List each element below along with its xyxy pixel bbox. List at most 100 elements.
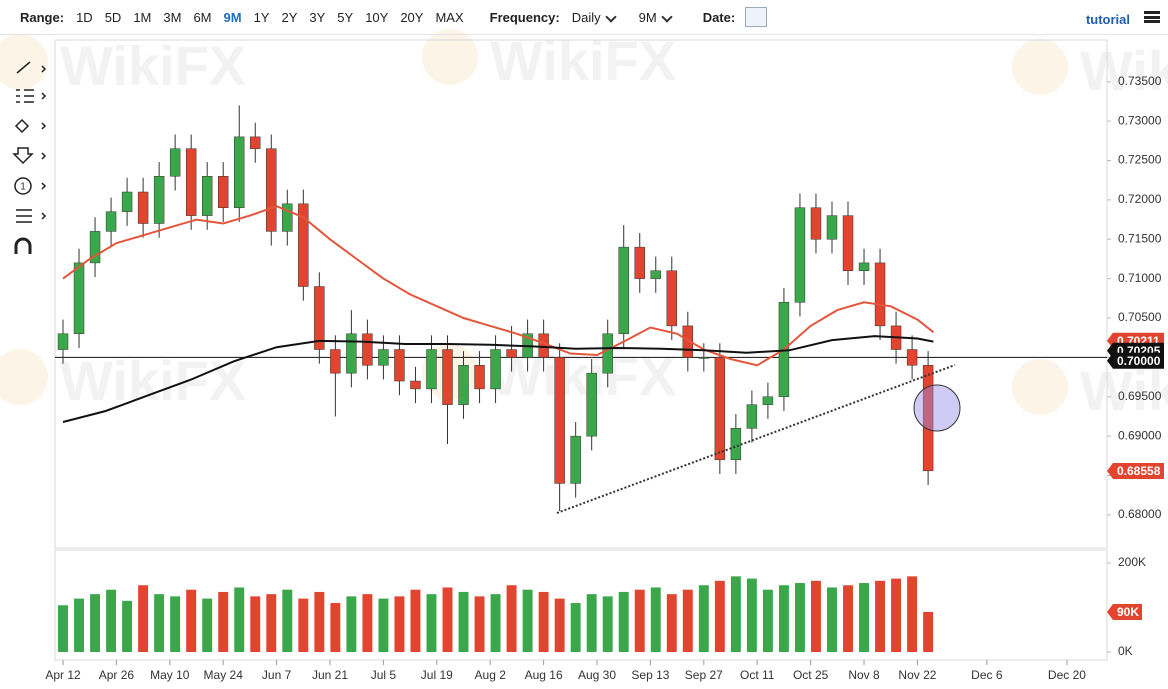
- candle-body: [89, 231, 101, 264]
- volume-tick-label: 200K: [1118, 555, 1146, 569]
- range-button[interactable]: 10Y: [365, 9, 389, 25]
- highlight-circle: [913, 384, 961, 432]
- tutorial-link[interactable]: tutorial: [1085, 12, 1130, 27]
- volume-bar: [266, 594, 277, 652]
- range-button[interactable]: 9M: [223, 9, 242, 25]
- candle-body: [794, 207, 806, 303]
- x-tick-label: Aug 16: [525, 668, 563, 682]
- volume-bar: [250, 596, 261, 652]
- candle-body: [922, 365, 934, 472]
- candle-body: [169, 148, 181, 177]
- candle-body: [746, 404, 758, 429]
- y-tick-label: 0.72500: [1118, 153, 1162, 167]
- price-tag: [1107, 462, 1164, 479]
- frequency-select[interactable]: Daily: [572, 10, 617, 25]
- watermark: WikiFX: [1080, 359, 1168, 422]
- y-tick-label: 0.69000: [1118, 428, 1162, 442]
- candle-body: [826, 215, 838, 240]
- volume-bar: [298, 598, 309, 652]
- tool-expanders[interactable]: [41, 65, 47, 220]
- range-button[interactable]: MAX: [435, 9, 464, 25]
- tool-note[interactable]: [14, 177, 32, 195]
- x-tick-label: Oct 11: [740, 668, 775, 682]
- volume-bar: [827, 587, 837, 652]
- volume-bar: [122, 600, 133, 652]
- volume-bar: [186, 589, 197, 652]
- x-tick-label: Sep 13: [631, 668, 669, 682]
- range-button[interactable]: 3Y: [309, 9, 326, 25]
- period-select[interactable]: 9M: [639, 10, 673, 25]
- volume-bar: [778, 585, 789, 652]
- range-button[interactable]: 20Y: [400, 9, 424, 25]
- tool-shape[interactable]: [14, 118, 30, 134]
- range-button[interactable]: 3M: [163, 9, 182, 25]
- candle-body: [874, 262, 886, 327]
- tool-magnet[interactable]: [14, 237, 32, 254]
- x-tick-label: Nov 22: [898, 668, 936, 682]
- range-button[interactable]: 1M: [133, 9, 152, 25]
- volume-bar: [762, 589, 773, 652]
- candle-body: [810, 207, 822, 240]
- volume-bar: [506, 585, 517, 652]
- tool-fib[interactable]: [16, 89, 34, 103]
- candle-body: [442, 349, 453, 405]
- range-button[interactable]: 5D: [104, 9, 122, 25]
- x-tick-label: Jul 19: [421, 668, 453, 682]
- volume-bar: [218, 591, 229, 652]
- y-tick-label: 0.73500: [1118, 74, 1162, 88]
- volume-bar: [282, 589, 293, 652]
- candle-body: [153, 176, 165, 224]
- date-picker[interactable]: [745, 7, 768, 27]
- x-tick-label: Jun 7: [262, 668, 292, 682]
- x-tick-label: Dec 20: [1048, 668, 1086, 682]
- tool-arrow[interactable]: [12, 147, 34, 165]
- x-tick-label: Jun 21: [312, 668, 348, 682]
- candle-body: [137, 191, 149, 224]
- drawing-tools: [12, 61, 47, 254]
- candle-body: [634, 246, 645, 279]
- range-button[interactable]: 2Y: [281, 9, 298, 25]
- candle-body: [842, 215, 854, 272]
- candle-body: [410, 380, 421, 390]
- plot: 0.680000.685000.690000.695000.700000.705…: [45, 74, 1164, 682]
- volume-bar: [474, 596, 485, 652]
- volume-bar: [346, 596, 357, 652]
- volume-bar: [442, 587, 453, 652]
- y-tick-label: 0.68000: [1118, 507, 1162, 521]
- tool-line[interactable]: [16, 61, 31, 74]
- volume-bar: [90, 594, 101, 652]
- range-button[interactable]: 5Y: [337, 9, 354, 25]
- y-tick-label: 0.70500: [1118, 310, 1162, 324]
- range-button[interactable]: 6M: [193, 9, 212, 25]
- candle-body: [730, 428, 742, 461]
- volume-bar: [394, 596, 405, 652]
- candle-body: [201, 176, 213, 216]
- watermark-logo: [1012, 359, 1068, 415]
- volume-bar: [618, 591, 629, 652]
- volume-bar: [602, 596, 613, 652]
- range-button[interactable]: 1Y: [253, 9, 270, 25]
- x-tick-label: Aug 2: [475, 668, 507, 682]
- x-tick-label: Apr 12: [45, 668, 81, 682]
- volume-bar: [859, 583, 869, 652]
- candle-body: [298, 203, 309, 287]
- candle-body: [698, 357, 710, 359]
- x-tick-label: Oct 25: [793, 668, 829, 682]
- volume-bar: [378, 598, 389, 652]
- candle-body: [234, 136, 245, 209]
- toolbar: Range: 1D 5D 1M 3M 6M 9M 1Y 2Y 3Y 5Y 10Y 20Y MAX Fre…: [0, 0, 1168, 35]
- volume-bar: [923, 611, 934, 652]
- volume-bar: [490, 594, 501, 652]
- range-button[interactable]: 1D: [76, 9, 93, 25]
- candle-body: [474, 365, 485, 390]
- volume-bar: [330, 603, 341, 652]
- candle-body: [394, 349, 405, 382]
- menu-button[interactable]: [1144, 11, 1160, 23]
- candle-body: [666, 270, 677, 327]
- tool-measure[interactable]: [16, 209, 32, 223]
- price-panel: [54, 39, 1108, 549]
- candle-body: [282, 203, 293, 232]
- volume-bar: [58, 605, 68, 652]
- volume-bar: [522, 589, 533, 652]
